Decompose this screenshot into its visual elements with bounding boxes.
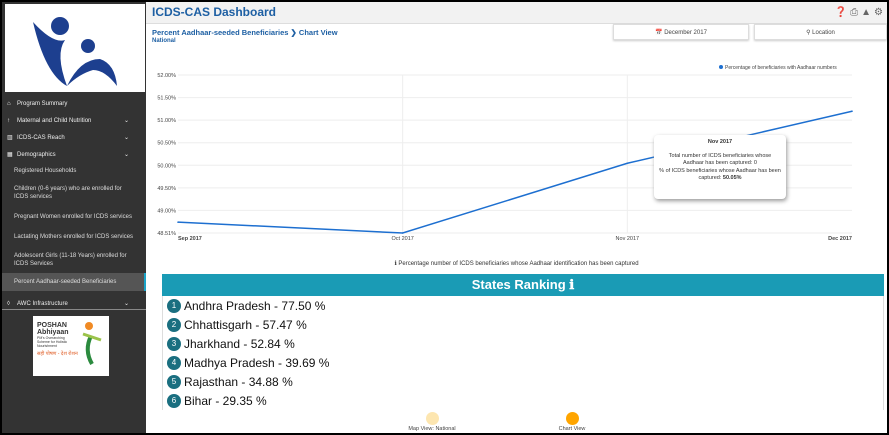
sidebar-subitem-children[interactable]: Children (0-6 years) who are enrolled fo… bbox=[14, 186, 122, 200]
header: ICDS-CAS Dashboard ❓ ⎙ ▲ ⚙ bbox=[146, 2, 887, 24]
legend-marker bbox=[719, 65, 723, 69]
data-point[interactable] bbox=[401, 232, 404, 234]
x-tick-label: Dec 2017 bbox=[828, 236, 852, 242]
breadcrumb: Percent Aadhaar-seeded Beneficiaries ❯ C… bbox=[152, 28, 338, 37]
gear-icon[interactable]: ⚙ bbox=[874, 7, 883, 18]
rank-badge: 2 bbox=[167, 317, 181, 332]
infrastructure-icon: ◊ bbox=[7, 300, 10, 307]
x-tick-label: Sep 2017 bbox=[178, 236, 202, 242]
rank-text: Jharkhand - 52.84 % bbox=[184, 336, 295, 351]
tooltip-value: 50.05% bbox=[722, 175, 742, 181]
map-view-toggle[interactable]: Map View: National bbox=[392, 410, 472, 432]
rank-badge: 5 bbox=[167, 374, 181, 389]
chart-caption: ℹ Percentage number of ICDS beneficiarie… bbox=[394, 261, 639, 267]
rank-text: Chhattisgarh - 57.47 % bbox=[184, 317, 307, 332]
help-icon[interactable]: ❓ bbox=[834, 7, 848, 18]
x-tick-label: Oct 2017 bbox=[392, 236, 414, 242]
sidebar-item-demographics[interactable]: ▦ Demographics ⌄ bbox=[2, 146, 146, 163]
location-filter-button[interactable]: ⚲ Location bbox=[754, 24, 887, 40]
sidebar-item-awc-infrastructure[interactable]: ◊ AWC Infrastructure ⌄ bbox=[2, 295, 146, 312]
chart-view-label: Chart View bbox=[558, 426, 586, 432]
bar-chart-icon: ▥ bbox=[7, 135, 13, 141]
sidebar-subitem-pregnant-women[interactable]: Pregnant Women enrolled for ICDS service… bbox=[14, 214, 132, 220]
map-view-dot[interactable] bbox=[425, 412, 439, 425]
chart-view-toggle[interactable]: Chart View bbox=[532, 410, 612, 432]
tooltip-line: Total number of ICDS beneficiaries whose… bbox=[668, 152, 772, 167]
sidebar-subitem-lactating-mothers[interactable]: Lactating Mothers enrolled for ICDS serv… bbox=[14, 234, 134, 240]
y-tick-label: 51.00% bbox=[157, 118, 176, 124]
ranking-row: 5 Rajasthan - 34.88 % bbox=[163, 372, 883, 391]
chart-view-dot[interactable] bbox=[565, 412, 579, 425]
y-tick-label: 51.50% bbox=[157, 96, 176, 102]
demographics-icon: ▦ bbox=[7, 152, 13, 158]
poshan-tagline: PM's Overarching Scheme for Holistic Nou… bbox=[37, 336, 68, 348]
sidebar-item-maternal-child-nutrition[interactable]: ↑ Maternal and Child Nutrition ⌄ bbox=[2, 112, 146, 129]
rank-badge: 3 bbox=[167, 336, 181, 351]
poshan-abhiyaan-logo: POSHAN Abhiyaan PM's Overarching Scheme … bbox=[33, 316, 109, 376]
tooltip-line: % of ICDS beneficiaries whose Aadhaar ha… bbox=[659, 167, 781, 182]
map-view-label: Map View: National bbox=[408, 426, 456, 432]
rank-text: Andhra Pradesh - 77.50 % bbox=[184, 298, 326, 313]
sidebar-subitem-aadhaar-seeded[interactable]: Percent Aadhaar-seeded Beneficiaries bbox=[2, 273, 146, 291]
divider bbox=[2, 309, 146, 310]
home-icon: ⌂ bbox=[7, 100, 11, 107]
ranking-row: 2 Chhattisgarh - 57.47 % bbox=[163, 315, 883, 334]
warning-icon[interactable]: ▲ bbox=[861, 7, 872, 18]
sidebar-item-icds-cas-reach[interactable]: ▥ ICDS-CAS Reach ⌄ bbox=[2, 129, 146, 146]
print-icon[interactable]: ⎙ bbox=[850, 7, 859, 18]
icds-logo bbox=[5, 4, 145, 92]
rank-text: Madhya Pradesh - 39.69 % bbox=[184, 355, 330, 370]
nutrition-icon: ↑ bbox=[7, 117, 10, 124]
data-point[interactable] bbox=[851, 110, 853, 113]
page-title: ICDS-CAS Dashboard bbox=[152, 5, 277, 19]
chevron-down-icon: ⌄ bbox=[124, 118, 130, 124]
ranking-row: 3 Jharkhand - 52.84 % bbox=[163, 334, 883, 353]
y-tick-label: 50.00% bbox=[157, 163, 176, 169]
date-filter-button[interactable]: 📅 December 2017 bbox=[613, 24, 749, 40]
chevron-down-icon: ⌄ bbox=[124, 301, 130, 307]
legend-label[interactable]: Percentage of beneficiaries with Aadhaar… bbox=[725, 65, 837, 71]
ranking-row: 1 Andhra Pradesh - 77.50 % bbox=[163, 296, 883, 315]
data-point[interactable] bbox=[626, 162, 629, 165]
rank-badge: 6 bbox=[167, 393, 181, 408]
x-tick-label: Nov 2017 bbox=[616, 236, 640, 242]
sidebar-subitem-adolescent-girls[interactable]: Adolescent Girls (11-18 Years) enrolled … bbox=[14, 253, 127, 267]
poshan-slogan: सही पोषण - देश रोशन bbox=[37, 351, 78, 357]
rank-badge: 4 bbox=[167, 355, 181, 370]
rank-text: Rajasthan - 34.88 % bbox=[184, 374, 293, 389]
tooltip-title: Nov 2017 bbox=[707, 139, 733, 145]
states-ranking-header: States Ranking ℹ bbox=[162, 274, 884, 296]
y-tick-label: 48.51% bbox=[157, 231, 176, 237]
ranking-row: 4 Madhya Pradesh - 39.69 % bbox=[163, 353, 883, 372]
rank-badge: 1 bbox=[167, 298, 181, 313]
y-tick-label: 49.00% bbox=[157, 208, 176, 214]
abhiyaan-text: Abhiyaan bbox=[37, 329, 69, 336]
sidebar: ⌂ Program Summary ↑ Maternal and Child Nut… bbox=[2, 2, 146, 433]
line-chart: 52.00% 51.50% 51.00% 50.50% 50.00% 49.50% 49.0… bbox=[157, 65, 853, 242]
chart-tooltip: Nov 2017 Total number of ICDS beneficiar… bbox=[654, 135, 786, 199]
y-tick-label: 49.50% bbox=[157, 186, 176, 192]
chevron-down-icon: ⌄ bbox=[124, 135, 130, 141]
chevron-down-icon: ⌄ bbox=[124, 152, 130, 158]
y-tick-label: 52.00% bbox=[157, 73, 176, 79]
data-point[interactable] bbox=[177, 221, 179, 223]
states-ranking-list[interactable]: 1 Andhra Pradesh - 77.50 % 2 Chhattisgarh -… bbox=[162, 296, 884, 410]
rank-text: Bihar - 29.35 % bbox=[184, 393, 267, 408]
sidebar-subitem-registered-households[interactable]: Registered Households bbox=[14, 168, 77, 174]
poshan-text: POSHAN bbox=[37, 322, 67, 329]
sidebar-item-program-summary[interactable]: ⌂ Program Summary bbox=[7, 100, 68, 107]
y-tick-label: 50.50% bbox=[157, 141, 176, 147]
ranking-row: 6 Bihar - 29.35 % bbox=[163, 391, 883, 410]
location-label: National bbox=[152, 38, 176, 44]
